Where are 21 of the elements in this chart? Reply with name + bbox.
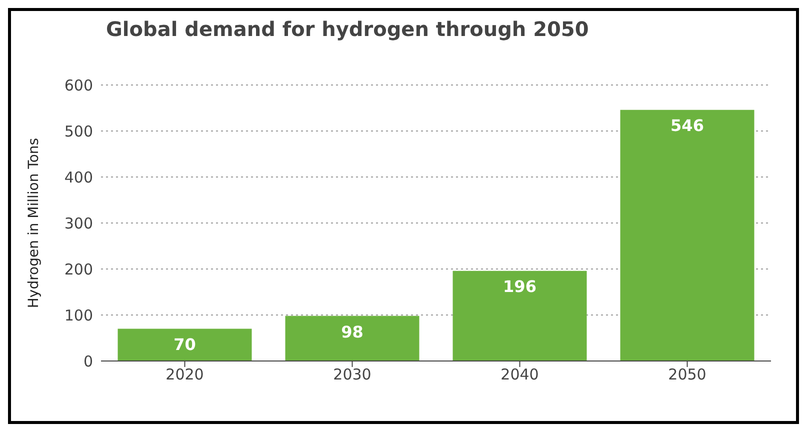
y-tick-label: 600 — [64, 76, 93, 94]
data-label: 546 — [670, 116, 704, 136]
y-tick-label: 300 — [64, 214, 93, 232]
data-label: 196 — [503, 277, 536, 296]
bar — [620, 110, 754, 361]
y-tick-label: 500 — [64, 122, 93, 140]
data-label: 98 — [341, 322, 364, 342]
x-tick-label: 2030 — [333, 366, 372, 384]
x-tick-label: 2050 — [668, 366, 706, 384]
data-label: 70 — [174, 335, 196, 354]
bar — [118, 328, 252, 361]
x-tick-label: 2020 — [166, 366, 204, 384]
x-tick-label: 2040 — [500, 366, 539, 384]
bar — [285, 316, 420, 361]
chart-title: Global demand for hydrogen through 2050 — [106, 17, 589, 41]
bar — [452, 270, 587, 361]
y-axis-title: Hydrogen in Million Tons — [26, 138, 42, 308]
y-tick-label: 100 — [64, 306, 93, 324]
y-tick-label: 400 — [64, 168, 93, 186]
y-tick-label: 0 — [83, 352, 93, 370]
y-tick-label: 200 — [64, 260, 93, 278]
